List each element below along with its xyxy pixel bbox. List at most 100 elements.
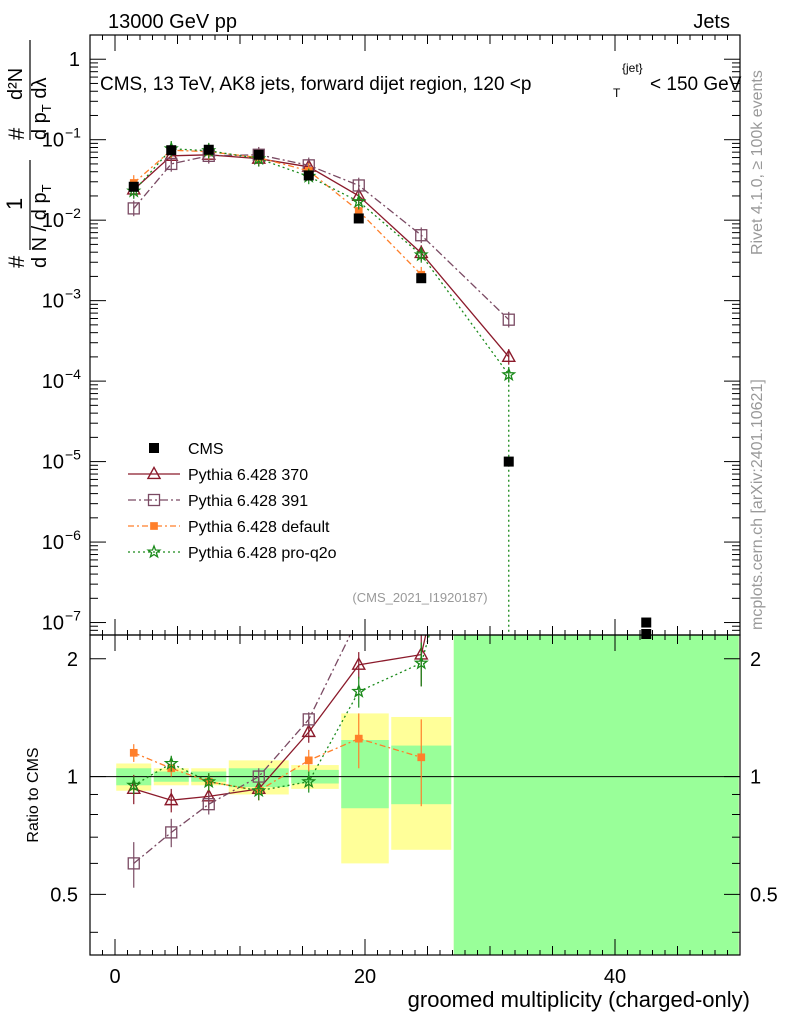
rivet-label: Rivet 4.1.0, ≥ 100k events xyxy=(749,70,766,255)
point-pq2o-6 xyxy=(413,246,429,262)
ratio-point-p391-2 xyxy=(202,798,215,811)
legend-item-pq2o: Pythia 6.428 pro-q2o xyxy=(128,544,337,562)
ratio-y-tick-label: 2 xyxy=(67,649,78,671)
ratio-y-tick-label-right: 2 xyxy=(750,649,761,671)
legend-marker-p370 xyxy=(146,465,162,480)
series-cms xyxy=(128,144,652,628)
point-pq2o-5 xyxy=(351,193,367,209)
main-y-tick-label: 10 xyxy=(42,371,64,393)
analysis-label: (CMS_2021_I1920187) xyxy=(352,590,487,605)
point-p391-0 xyxy=(127,202,140,215)
legend: CMS Pythia 6.428 370 Pythia 6.428 391 Pythi… xyxy=(128,441,337,562)
ratio-y-axis-label: Ratio to CMS xyxy=(25,747,42,842)
ratio-bands xyxy=(90,635,740,955)
ratio-point-p370-4 xyxy=(301,723,316,738)
point-cms-0 xyxy=(128,181,139,192)
point-p370-7 xyxy=(501,348,516,362)
series-p391 xyxy=(127,146,515,328)
point-p391-7 xyxy=(502,313,515,326)
title-end: < 150 GeV xyxy=(650,74,742,95)
ratio-point-pq2o-5 xyxy=(351,683,367,698)
main-y-tick-label: 1 xyxy=(69,49,80,71)
ratio-point-pq2o-1 xyxy=(163,755,179,770)
line-p370 xyxy=(133,154,510,358)
point-p391-5 xyxy=(352,179,365,192)
ratio-point-pdefault-6 xyxy=(417,753,426,762)
ylabel-dpt-dl: d pT dλ xyxy=(29,78,54,140)
main-y-tick-exp: −5 xyxy=(65,447,81,463)
ratio-y-tick-label-right: 1 xyxy=(750,767,761,789)
ratio-point-p391-1 xyxy=(165,826,178,839)
point-cms-4 xyxy=(303,170,314,181)
ratio-point-pq2o-4 xyxy=(301,773,317,789)
point-cms-3 xyxy=(253,149,264,160)
plot-title: CMS, 13 TeV, AK8 jets, forward dijet reg… xyxy=(100,61,742,100)
ratio-series-p391 xyxy=(127,635,351,888)
main-y-tick-label: 10 xyxy=(42,613,64,635)
ratio-point-pq2o-2 xyxy=(201,773,217,789)
ylabel-hash2: # xyxy=(4,127,29,140)
series-pdefault xyxy=(129,142,426,283)
band-green-5 xyxy=(341,740,389,809)
point-cms-8 xyxy=(641,617,652,628)
ratio-panel-series xyxy=(126,635,430,888)
ratio-point-pdefault-4 xyxy=(304,756,313,765)
legend-label-p391: Pythia 6.428 391 xyxy=(188,493,308,510)
point-cms-7 xyxy=(503,456,514,467)
ylabel-d2n: d²N xyxy=(5,68,27,100)
point-cms-6 xyxy=(416,273,427,284)
energy-label: 13000 GeV pp xyxy=(108,11,237,33)
legend-label-pq2o: Pythia 6.428 pro-q2o xyxy=(188,545,337,562)
main-y-tick-label: 10 xyxy=(42,291,64,313)
line-pq2o xyxy=(133,148,510,376)
ratio-series-p370 xyxy=(126,635,429,813)
main-y-tick-label: 10 xyxy=(42,452,64,474)
legend-label-pdefault: Pythia 6.428 default xyxy=(188,519,330,536)
series-p370 xyxy=(126,146,516,365)
band-green-7 xyxy=(453,635,739,955)
ratio-y-tick-label: 1 xyxy=(67,767,78,789)
point-cms-edge xyxy=(641,629,652,639)
legend-item-p391: Pythia 6.428 391 xyxy=(128,493,308,510)
ratio-point-pq2o-0 xyxy=(126,777,142,792)
main-y-tick-exp: −2 xyxy=(65,205,81,221)
legend-marker-cms xyxy=(149,443,159,453)
legend-item-cms: CMS xyxy=(149,441,224,458)
line-p391 xyxy=(133,154,510,321)
legend-item-p370: Pythia 6.428 370 xyxy=(128,465,308,484)
ratio-point-p370-5 xyxy=(351,656,366,670)
main-y-tick-label: 10 xyxy=(42,130,64,152)
ylabel-dn-dpt: d N / d pT xyxy=(29,184,54,268)
main-panel-series xyxy=(126,140,652,635)
main-y-tick-label: 10 xyxy=(42,532,64,554)
ylabel-hash: # xyxy=(4,255,29,268)
point-cms-1 xyxy=(166,145,177,156)
point-p391-6 xyxy=(415,229,428,242)
mcplots-label: mcplots.cern.ch [arXiv:2401.10621] xyxy=(749,379,766,630)
point-cms-5 xyxy=(353,213,364,224)
ylabel-one: 1 xyxy=(2,198,27,210)
main-y-tick-exp: −7 xyxy=(65,608,81,624)
ratio-line-pq2o xyxy=(133,635,430,792)
x-axis-label: groomed multiplicity (charged-only) xyxy=(408,987,750,1012)
point-cms-2 xyxy=(203,144,214,155)
title-sup: {jet} xyxy=(622,61,643,75)
point-pq2o-7 xyxy=(501,366,517,382)
legend-label-cms: CMS xyxy=(188,441,224,458)
x-tick-label: 40 xyxy=(604,966,626,988)
ratio-point-pq2o-6 xyxy=(413,655,429,670)
x-tick-label: 0 xyxy=(109,966,120,988)
point-p391-1 xyxy=(165,157,178,171)
legend-marker-p391 xyxy=(147,493,161,507)
main-y-tick-exp: −4 xyxy=(65,366,81,382)
main-y-axis-label: # 1 d N / d pT # d²N d pT dλ xyxy=(2,40,54,268)
ratio-point-pq2o-3 xyxy=(251,782,267,798)
main-y-tick-label: 10 xyxy=(42,210,64,232)
ratio-series-pq2o xyxy=(126,635,430,801)
ratio-point-pdefault-0 xyxy=(129,748,138,757)
ratio-y-tick-label: 0.5 xyxy=(50,884,78,906)
x-tick-label: 20 xyxy=(354,966,376,988)
legend-item-pdefault: Pythia 6.428 default xyxy=(128,519,330,536)
category-label: Jets xyxy=(693,11,730,33)
